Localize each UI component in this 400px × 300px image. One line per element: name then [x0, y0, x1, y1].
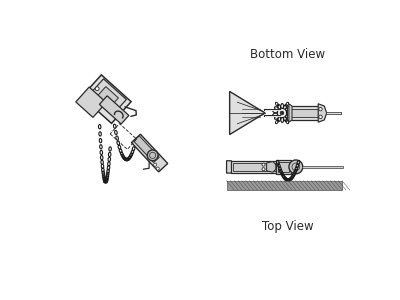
Circle shape — [262, 168, 265, 171]
Circle shape — [154, 163, 157, 166]
Text: Top View: Top View — [262, 220, 313, 233]
Circle shape — [156, 167, 159, 170]
Polygon shape — [100, 96, 129, 124]
Polygon shape — [287, 106, 320, 120]
Circle shape — [95, 87, 99, 91]
Polygon shape — [98, 87, 118, 107]
Circle shape — [319, 115, 322, 118]
Polygon shape — [289, 104, 292, 122]
Circle shape — [147, 150, 158, 161]
Circle shape — [262, 163, 265, 166]
Polygon shape — [134, 136, 159, 163]
Polygon shape — [276, 160, 291, 174]
Polygon shape — [289, 109, 318, 117]
Circle shape — [319, 107, 322, 111]
Polygon shape — [226, 161, 233, 173]
Polygon shape — [318, 104, 327, 122]
Circle shape — [280, 111, 284, 115]
Polygon shape — [132, 134, 168, 172]
Polygon shape — [76, 87, 106, 117]
Polygon shape — [267, 161, 276, 172]
Circle shape — [289, 160, 303, 174]
Polygon shape — [231, 161, 279, 173]
Polygon shape — [230, 92, 265, 135]
Polygon shape — [233, 163, 277, 171]
Polygon shape — [82, 75, 131, 123]
Text: Bottom View: Bottom View — [250, 48, 325, 61]
Polygon shape — [91, 79, 126, 113]
Polygon shape — [278, 162, 289, 172]
Bar — [226, 181, 342, 190]
